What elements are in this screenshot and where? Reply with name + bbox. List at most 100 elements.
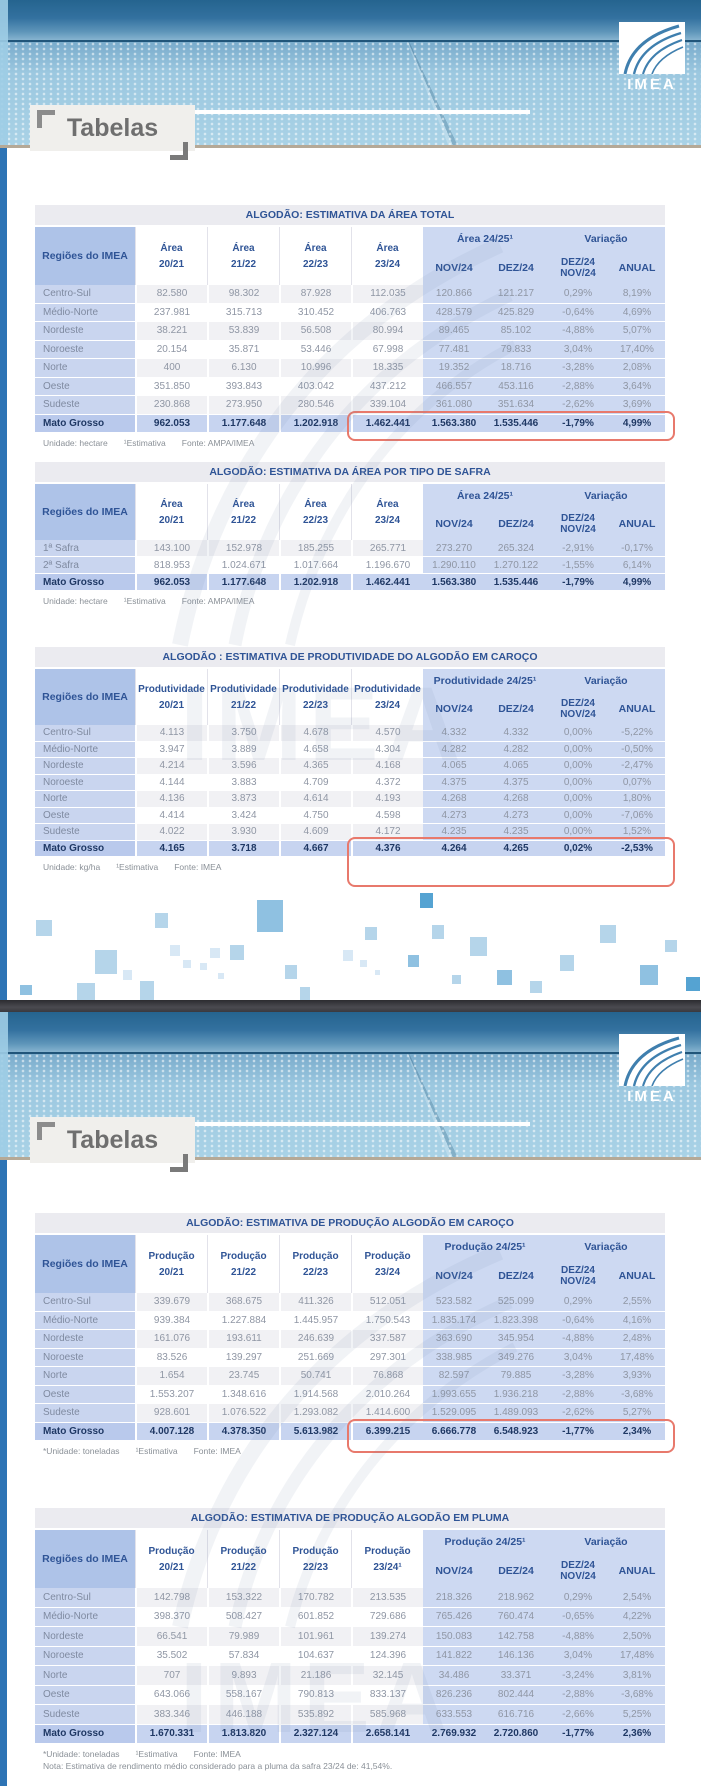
value-cell: 4.414 (135, 807, 207, 823)
value-cell: -1,79% (547, 574, 609, 590)
sub-column-header: DEZ/24 (498, 1269, 534, 1282)
table-title: ALGODÃO: ESTIMATIVA DE PRODUÇÃO ALGODÃO … (35, 1508, 665, 1528)
region-cell: Noroeste (35, 774, 135, 790)
value-cell: 8,19% (609, 285, 665, 303)
value-cell: 4.614 (279, 791, 351, 807)
value-cell: 3,04% (547, 340, 609, 358)
report-page-2: IMEA Tabelas ALGODÃO: ESTIMATIVA DE PROD… (0, 1012, 701, 1786)
decor-square (452, 975, 461, 984)
region-cell: Nordeste (35, 758, 135, 774)
value-cell: 4.376 (351, 840, 423, 856)
region-cell: Nordeste (35, 1627, 135, 1646)
variation-group-label: Variação (584, 233, 628, 245)
history-column-header: Produtividade 21/22 (207, 669, 279, 725)
table-body: Centro-Sul 339.679 368.675 411.326 512.051 52… (35, 1293, 665, 1441)
sub-column-header: ANUAL (618, 1269, 656, 1282)
footnote-segment: ¹Estimativa (123, 438, 166, 448)
region-cell: Nordeste (35, 322, 135, 340)
value-cell: 643.066 (135, 1685, 207, 1704)
footnote-segment: Unidade: hectare (43, 438, 108, 448)
region-cell: Oeste (35, 807, 135, 823)
history-column-header: Área 20/21 (135, 227, 207, 285)
value-cell: 3.889 (207, 741, 279, 757)
region-cell: Mato Grosso (35, 840, 135, 856)
table-title: ALGODÃO: ESTIMATIVA DA ÁREA POR TIPO DE … (35, 462, 665, 482)
history-column-header: Produtividade 20/21 (135, 669, 207, 725)
history-column-header: Produção 20/21 (135, 1235, 207, 1293)
column-header-line1: Produção (364, 1250, 411, 1262)
value-cell: 3.718 (207, 840, 279, 856)
sub-column-header: DEZ/24 (498, 702, 534, 715)
table-title: ALGODÃO : ESTIMATIVA DE PRODUTIVIDADE DO… (35, 647, 665, 667)
decor-square (183, 960, 191, 968)
column-header-line1: Área (160, 498, 183, 510)
table-note: Nota: Estimativa de rendimento médio con… (43, 1761, 393, 1771)
value-cell: 1.462.441 (351, 574, 423, 590)
value-cell: 4,69% (609, 303, 665, 321)
total-row: Mato Grosso 962.053 1.177.648 1.202.918 1.46… (35, 414, 665, 433)
value-cell: 351.850 (135, 377, 207, 395)
value-cell: 0,00% (547, 741, 609, 757)
history-column-header: Área 23/24 (351, 227, 423, 285)
table-body: Centro-Sul 82.580 98.302 87.928 112.035 120.8… (35, 285, 665, 433)
value-cell: 393.843 (207, 377, 279, 395)
region-cell: Nordeste (35, 1330, 135, 1348)
region-cell: Mato Grosso (35, 1422, 135, 1440)
table-row: Norte 400 6.130 10.996 18.335 19.352 18.716 -3,… (35, 359, 665, 378)
region-cell: Noroeste (35, 340, 135, 358)
value-cell: 1.535.446 (485, 414, 547, 432)
sub-column-header: DEZ/24 NOV/24 (547, 1560, 609, 1582)
value-cell: -0,64% (547, 303, 609, 321)
value-cell: 4.570 (351, 725, 423, 741)
value-cell: 339.679 (135, 1293, 207, 1311)
value-cell: 437.212 (351, 377, 423, 395)
decor-squares (0, 885, 701, 1000)
estimate-group-label: Área 24/25¹ (456, 233, 514, 245)
value-cell: 230.868 (135, 396, 207, 414)
value-cell: 79.885 (485, 1367, 547, 1385)
table-header: Regiões do IMEA Produção 20/21 Produção 21/2… (35, 1233, 665, 1293)
column-header-line2: 22/23 (302, 1266, 329, 1278)
value-cell: 411.326 (279, 1293, 351, 1311)
decor-square (420, 893, 433, 908)
corner-bracket-icon (170, 1154, 188, 1172)
value-cell: 525.099 (485, 1293, 547, 1311)
sub-column-header: DEZ/24 NOV/24 (547, 513, 609, 535)
decor-square (230, 945, 244, 960)
value-cell: 2,48% (609, 1330, 665, 1348)
sub-header-row: NOV/24 DEZ/24 DEZ/24 NOV/24 ANUAL (423, 1259, 665, 1293)
value-cell: 1.750.543 (351, 1311, 423, 1329)
decor-square (665, 940, 677, 952)
value-cell: 185.255 (279, 540, 351, 556)
value-cell: 3,93% (609, 1367, 665, 1385)
region-cell: Centro-Sul (35, 725, 135, 741)
group-header-row: Produção 24/25¹ Variação (423, 1235, 665, 1259)
value-cell: -2,88% (547, 1385, 609, 1403)
value-cell: 349.276 (485, 1348, 547, 1366)
history-column-header: Área 20/21 (135, 484, 207, 540)
value-cell: 406.763 (351, 303, 423, 321)
value-cell: 6.666.778 (423, 1422, 485, 1440)
value-cell: 1,52% (609, 824, 665, 840)
history-column-header: Área 21/22 (207, 227, 279, 285)
value-cell: 508.427 (207, 1607, 279, 1626)
value-cell: 5,07% (609, 322, 665, 340)
value-cell: 2,50% (609, 1627, 665, 1646)
column-header-line1: Área (160, 242, 183, 254)
value-cell: -3,24% (547, 1666, 609, 1685)
value-cell: 962.053 (135, 574, 207, 590)
value-cell: 4.165 (135, 840, 207, 856)
value-cell: -4,88% (547, 322, 609, 340)
value-cell: 139.274 (351, 1627, 423, 1646)
history-column-header: Produção 21/22 (207, 1530, 279, 1588)
value-cell: 345.954 (485, 1330, 547, 1348)
value-cell: 1.535.446 (485, 574, 547, 590)
group-header-row: Produtividade 24/25¹ Variação (423, 669, 665, 693)
value-cell: 124.396 (351, 1646, 423, 1665)
group-header-row: Área 24/25¹ Variação (423, 227, 665, 251)
value-cell: 4.750 (279, 807, 351, 823)
estimate-header-group: Produção 24/25¹ Variação NOV/24 DEZ/24 DEZ/2… (423, 1235, 665, 1293)
value-cell: 1.462.441 (351, 414, 423, 432)
value-cell: 802.444 (485, 1685, 547, 1704)
data-table-1: ALGODÃO: ESTIMATIVA DA ÁREA POR TIPO DE … (35, 462, 665, 606)
